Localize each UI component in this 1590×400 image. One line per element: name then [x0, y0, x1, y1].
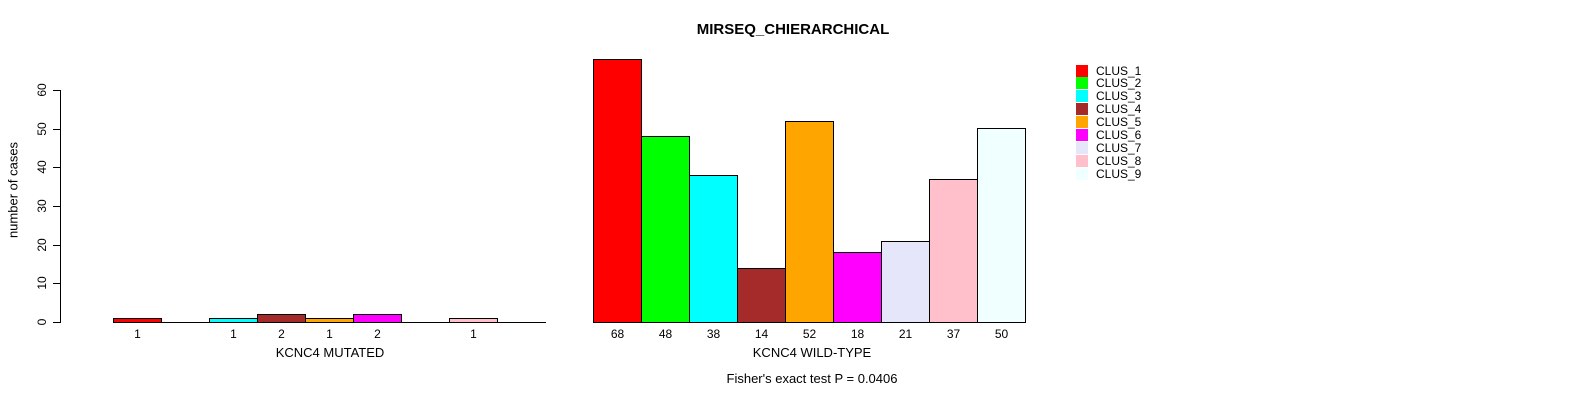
- bar-clus_6-mutated: [353, 314, 402, 323]
- legend-swatch-clus_6: [1076, 129, 1088, 141]
- x-axis-label-mutated: KCNC4 MUTATED: [275, 345, 385, 360]
- bar-clus_1-mutated: [113, 318, 162, 323]
- bar-value-label: 1: [470, 327, 477, 341]
- bar-value-label: 2: [374, 327, 381, 341]
- bar-value-label: 38: [706, 327, 721, 341]
- y-axis-tick-label: 30: [35, 199, 49, 213]
- y-axis-tick: [53, 129, 60, 130]
- legend-swatch-clus_3: [1076, 90, 1088, 103]
- legend-label: CLUS_1: [1096, 63, 1142, 78]
- y-axis-tick: [53, 206, 60, 207]
- bar-clus_3-wild-type: [689, 175, 738, 323]
- y-axis-tick: [53, 283, 60, 284]
- bar-clus_7-wild-type: [881, 241, 930, 323]
- bar-clus_9-wild-type: [977, 128, 1026, 323]
- bar-value-label: 14: [754, 327, 769, 341]
- bar-clus_1-wild-type: [593, 59, 642, 323]
- y-axis-tick-label: 10: [35, 276, 49, 290]
- y-axis-tick-label: 50: [35, 122, 49, 136]
- bar-clus_6-wild-type: [833, 252, 882, 323]
- legend-swatch-clus_9: [1076, 167, 1088, 180]
- bar-clus_4-mutated: [257, 314, 306, 323]
- bar-value-label: 68: [610, 327, 625, 341]
- y-axis-tick-label: 40: [35, 160, 49, 174]
- legend-label: CLUS_6: [1096, 128, 1142, 142]
- legend-label: CLUS_7: [1096, 140, 1142, 155]
- bar-value-label: 18: [850, 327, 865, 341]
- y-axis-tick: [53, 245, 60, 246]
- bar-value-label: 50: [994, 327, 1009, 341]
- chart-title: MIRSEQ_CHIERARCHICAL: [696, 21, 890, 38]
- bar-value-label: 21: [898, 327, 913, 341]
- bar-value-label: 37: [946, 327, 961, 341]
- bar-value-label: 48: [658, 327, 673, 341]
- bar-clus_2-wild-type: [641, 136, 690, 323]
- legend-swatch-clus_4: [1076, 103, 1088, 116]
- bar-value-label: 2: [278, 327, 285, 341]
- bar-clus_8-wild-type: [929, 179, 978, 323]
- y-axis-line: [60, 90, 61, 323]
- legend-label: CLUS_3: [1096, 89, 1142, 104]
- legend-swatch-clus_7: [1076, 141, 1088, 154]
- bar-value-label: 52: [802, 327, 817, 341]
- legend-label: CLUS_5: [1096, 115, 1142, 130]
- bar-clus_8-mutated: [449, 318, 498, 323]
- y-axis-label: number of cases: [5, 141, 21, 239]
- bar-clus_4-wild-type: [737, 268, 786, 323]
- y-axis-tick-label: 20: [35, 238, 49, 252]
- y-axis-tick: [53, 167, 60, 168]
- legend-swatch-clus_1: [1076, 64, 1088, 77]
- legend-swatch-clus_5: [1076, 116, 1088, 129]
- bar-clus_5-wild-type: [785, 121, 834, 323]
- y-axis-tick: [53, 90, 60, 91]
- legend-label: CLUS_2: [1096, 76, 1142, 91]
- bar-clus_3-mutated: [209, 318, 258, 323]
- legend-label: CLUS_8: [1096, 153, 1142, 168]
- y-axis-tick-label: 0: [35, 318, 49, 326]
- legend-label: CLUS_9: [1096, 166, 1142, 181]
- fisher-test-annotation: Fisher's exact test P = 0.0406: [726, 371, 898, 386]
- y-axis-tick: [53, 322, 60, 323]
- bar-clus_5-mutated: [305, 318, 354, 323]
- legend-swatch-clus_2: [1076, 77, 1088, 90]
- legend-label: CLUS_4: [1096, 102, 1142, 117]
- x-axis-label-wild-type: KCNC4 WILD-TYPE: [752, 345, 872, 360]
- legend-swatch-clus_8: [1076, 154, 1088, 167]
- y-axis-tick-label: 60: [35, 83, 49, 97]
- bar-value-label: 1: [230, 327, 237, 341]
- bar-value-label: 1: [326, 327, 333, 341]
- bar-value-label: 1: [134, 327, 141, 341]
